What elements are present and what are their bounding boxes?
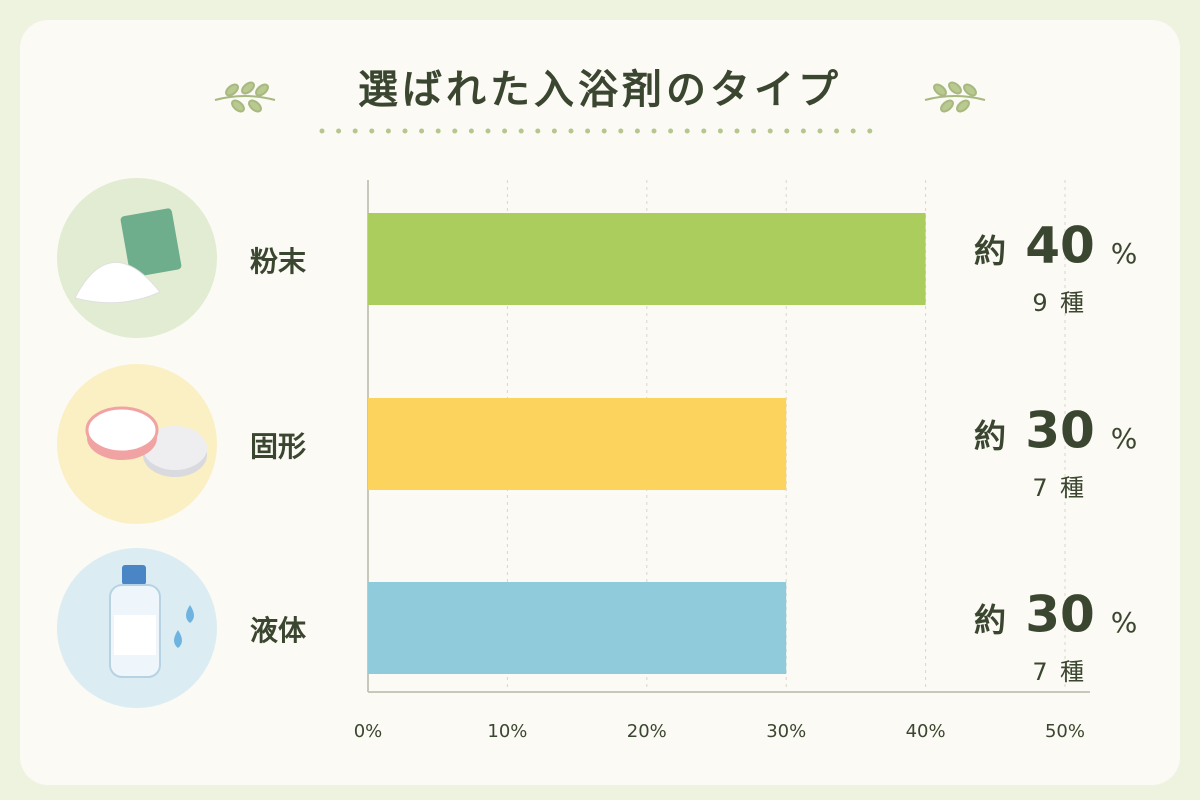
dot <box>485 128 491 134</box>
dot <box>502 128 508 134</box>
count-unit: 種 <box>1060 289 1084 317</box>
dot <box>834 128 840 134</box>
dot <box>767 128 773 134</box>
category-label: 液体 <box>250 614 307 647</box>
icon-liquid <box>57 548 217 708</box>
value-label: 30 <box>1025 586 1095 644</box>
dot <box>419 128 425 134</box>
dot <box>336 128 342 134</box>
dot <box>535 128 541 134</box>
count-label: 7 <box>1032 658 1047 686</box>
dot <box>601 128 607 134</box>
category-label: 固形 <box>250 430 306 463</box>
x-tick-label: 10% <box>487 721 527 742</box>
dot <box>784 128 790 134</box>
value-prefix: 約 <box>974 417 1006 455</box>
dot <box>800 128 806 134</box>
dot <box>651 128 657 134</box>
chart-title: 選ばれた入浴剤のタイプ <box>358 67 842 113</box>
dot <box>668 128 674 134</box>
value-label: 30 <box>1025 402 1095 460</box>
x-tick-label: 0% <box>354 721 383 742</box>
value-prefix: 約 <box>974 601 1006 639</box>
dot <box>452 128 458 134</box>
x-tick-label: 40% <box>906 721 946 742</box>
dot <box>568 128 574 134</box>
leaf-left <box>214 81 276 113</box>
dot <box>352 128 358 134</box>
dot <box>701 128 707 134</box>
leaf-right <box>924 81 986 113</box>
dot <box>634 128 640 134</box>
count-unit: 種 <box>1060 658 1084 686</box>
x-tick-label: 50% <box>1045 721 1085 742</box>
dot <box>319 128 325 134</box>
bar <box>368 582 787 674</box>
dot <box>385 128 391 134</box>
dot <box>402 128 408 134</box>
x-tick-label: 20% <box>627 721 667 742</box>
count-label: 9 <box>1032 289 1047 317</box>
value-suffix: % <box>1111 422 1138 455</box>
dot <box>867 128 873 134</box>
dot <box>585 128 591 134</box>
dot <box>369 128 375 134</box>
icon-powder <box>57 178 217 338</box>
value-suffix: % <box>1111 237 1138 270</box>
dot <box>717 128 723 134</box>
count-unit: 種 <box>1060 474 1084 502</box>
dot <box>435 128 441 134</box>
bar <box>368 213 926 305</box>
x-tick-label: 30% <box>766 721 806 742</box>
dot <box>817 128 823 134</box>
dot <box>684 128 690 134</box>
dot <box>518 128 524 134</box>
title-dots <box>319 128 873 134</box>
value-suffix: % <box>1111 606 1138 639</box>
icon-tablet <box>57 364 217 524</box>
dot <box>618 128 624 134</box>
dot <box>551 128 557 134</box>
dot <box>751 128 757 134</box>
count-label: 7 <box>1032 474 1047 502</box>
dot <box>468 128 474 134</box>
bar <box>368 398 787 490</box>
dot <box>734 128 740 134</box>
dot <box>850 128 856 134</box>
value-prefix: 約 <box>974 232 1006 270</box>
category-label: 粉末 <box>250 245 306 278</box>
value-label: 40 <box>1025 217 1095 275</box>
